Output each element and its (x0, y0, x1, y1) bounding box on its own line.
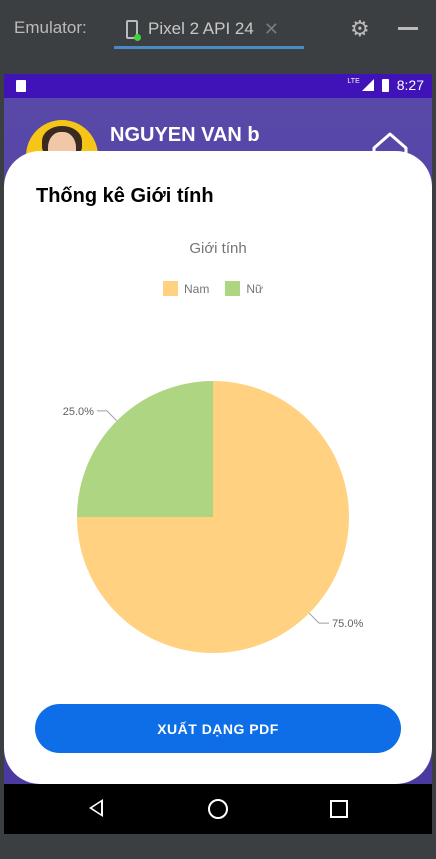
clock: 8:27 (396, 77, 424, 93)
recents-icon[interactable] (330, 800, 348, 818)
pie-slice-1 (77, 381, 213, 517)
legend-label-nu: Nữ (246, 281, 264, 296)
export-pdf-button[interactable]: XUẤT DẠNG PDF (35, 704, 401, 753)
circle-home-icon[interactable] (208, 799, 228, 819)
phone-icon (126, 19, 141, 41)
gear-icon[interactable]: ⚙ (350, 16, 370, 41)
battery-icon (381, 78, 389, 92)
android-navbar (4, 784, 432, 834)
legend-item-nam: Nam (163, 281, 209, 296)
app-content: NGUYEN VAN b Thống kê Giới tính Giới tín… (4, 98, 432, 784)
pie-leader-line-0 (308, 612, 330, 624)
back-icon[interactable] (89, 799, 103, 817)
emulator-label: Emulator: (14, 18, 87, 37)
network-type: LTE (347, 77, 360, 85)
card-title: Thống kê Giới tính (36, 185, 214, 207)
legend-swatch-nam (163, 281, 178, 296)
device-screen: LTE 8:27 NGUYEN VAN b Thống kê Giới tính… (4, 74, 432, 834)
pie-leader-line-1 (96, 410, 118, 422)
pie-data-label-0: 75.0% (332, 618, 363, 630)
signal-icon (361, 79, 374, 91)
emulator-toolbar: Emulator: Pixel 2 API 24 ✕ ⚙ (0, 0, 436, 52)
chart-title: Giới tính (189, 240, 247, 257)
legend-swatch-nu (225, 281, 241, 296)
close-icon[interactable]: ✕ (263, 18, 279, 39)
pie-data-label-1: 25.0% (63, 406, 94, 418)
legend-item-nu: Nữ (225, 281, 263, 296)
tab-indicator (114, 46, 304, 49)
status-bar: LTE 8:27 (4, 74, 432, 98)
minus-icon[interactable] (398, 27, 418, 30)
stats-card: Thống kê Giới tính Giới tính Nam Nữ 75.0… (4, 151, 432, 784)
chart-legend: Nam Nữ (163, 281, 279, 296)
pie-chart: 75.0% 25.0% (63, 381, 363, 653)
sd-card-icon (16, 80, 26, 92)
device-tab-label: Pixel 2 API 24 (148, 19, 254, 38)
legend-label-nam: Nam (184, 281, 210, 296)
profile-name: NGUYEN VAN b (110, 124, 260, 146)
tab-device[interactable]: Pixel 2 API 24 ✕ (126, 14, 279, 44)
